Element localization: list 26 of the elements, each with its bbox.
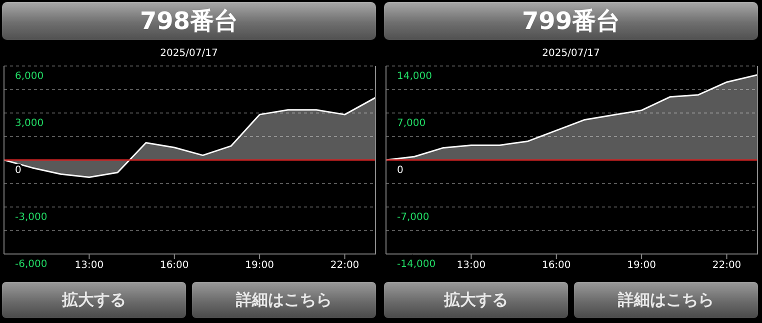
- y-tick-label: -14,000: [397, 259, 436, 270]
- chart-title: 799番台: [384, 2, 758, 40]
- x-tick-label: 19:00: [627, 260, 656, 272]
- button: 詳細はこちら: [192, 282, 376, 318]
- y-tick-label: 6,000: [15, 71, 44, 82]
- y-tick-label: -6,000: [15, 259, 48, 270]
- y-tick-label: -7,000: [397, 212, 430, 223]
- button: 詳細はこちら: [574, 282, 758, 318]
- x-tick-label: 16:00: [542, 260, 571, 272]
- x-tick-label: 13:00: [456, 260, 486, 272]
- x-tick-label: 13:00: [74, 260, 104, 272]
- chart-subtitle: 2025/07/17: [159, 48, 219, 59]
- y-tick-label: 7,000: [397, 118, 426, 129]
- y-tick-label: 3,000: [15, 118, 44, 129]
- x-tick-label: 19:00: [245, 260, 274, 272]
- y-tick-label: 0: [15, 165, 22, 176]
- button: 拡大する: [384, 282, 568, 318]
- y-tick-label: 0: [397, 165, 404, 176]
- x-tick-label: 22:00: [330, 260, 360, 272]
- chart-title: 798番台: [2, 2, 376, 40]
- button: 拡大する: [2, 282, 186, 318]
- y-tick-label: 14,000: [397, 71, 432, 82]
- x-tick-label: 16:00: [160, 260, 189, 272]
- chart-subtitle: 2025/07/17: [541, 48, 601, 59]
- x-tick-label: 22:00: [712, 260, 742, 272]
- y-tick-label: -3,000: [15, 212, 48, 223]
